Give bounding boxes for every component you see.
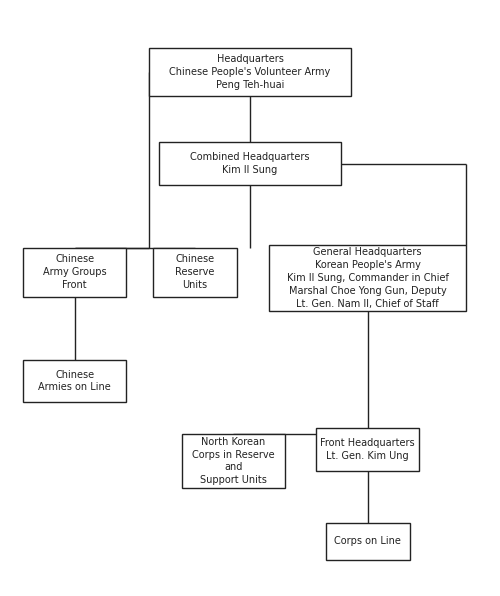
Text: General Headquarters
Korean People's Army
Kim Il Sung, Commander in Chief
Marsha: General Headquarters Korean People's Arm…	[286, 247, 448, 309]
FancyBboxPatch shape	[269, 245, 466, 311]
Text: North Korean
Corps in Reserve
and
Support Units: North Korean Corps in Reserve and Suppor…	[192, 437, 274, 485]
FancyBboxPatch shape	[153, 248, 237, 297]
FancyBboxPatch shape	[23, 359, 127, 402]
FancyBboxPatch shape	[23, 248, 127, 297]
Text: Chinese
Army Groups
Front: Chinese Army Groups Front	[43, 254, 106, 290]
FancyBboxPatch shape	[149, 48, 351, 97]
FancyBboxPatch shape	[326, 523, 409, 560]
Text: Front Headquarters
Lt. Gen. Kim Ung: Front Headquarters Lt. Gen. Kim Ung	[320, 438, 415, 461]
Text: Chinese
Armies on Line: Chinese Armies on Line	[38, 370, 111, 392]
Text: Chinese
Reserve
Units: Chinese Reserve Units	[175, 254, 214, 290]
Text: Headquarters
Chinese People's Volunteer Army
Peng Teh-huai: Headquarters Chinese People's Volunteer …	[170, 54, 330, 90]
FancyBboxPatch shape	[316, 428, 419, 471]
Text: Combined Headquarters
Kim Il Sung: Combined Headquarters Kim Il Sung	[190, 152, 310, 175]
FancyBboxPatch shape	[159, 142, 341, 185]
FancyBboxPatch shape	[182, 434, 285, 488]
Text: Corps on Line: Corps on Line	[334, 536, 401, 546]
